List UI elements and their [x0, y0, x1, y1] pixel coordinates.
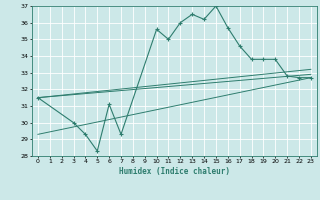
X-axis label: Humidex (Indice chaleur): Humidex (Indice chaleur) — [119, 167, 230, 176]
